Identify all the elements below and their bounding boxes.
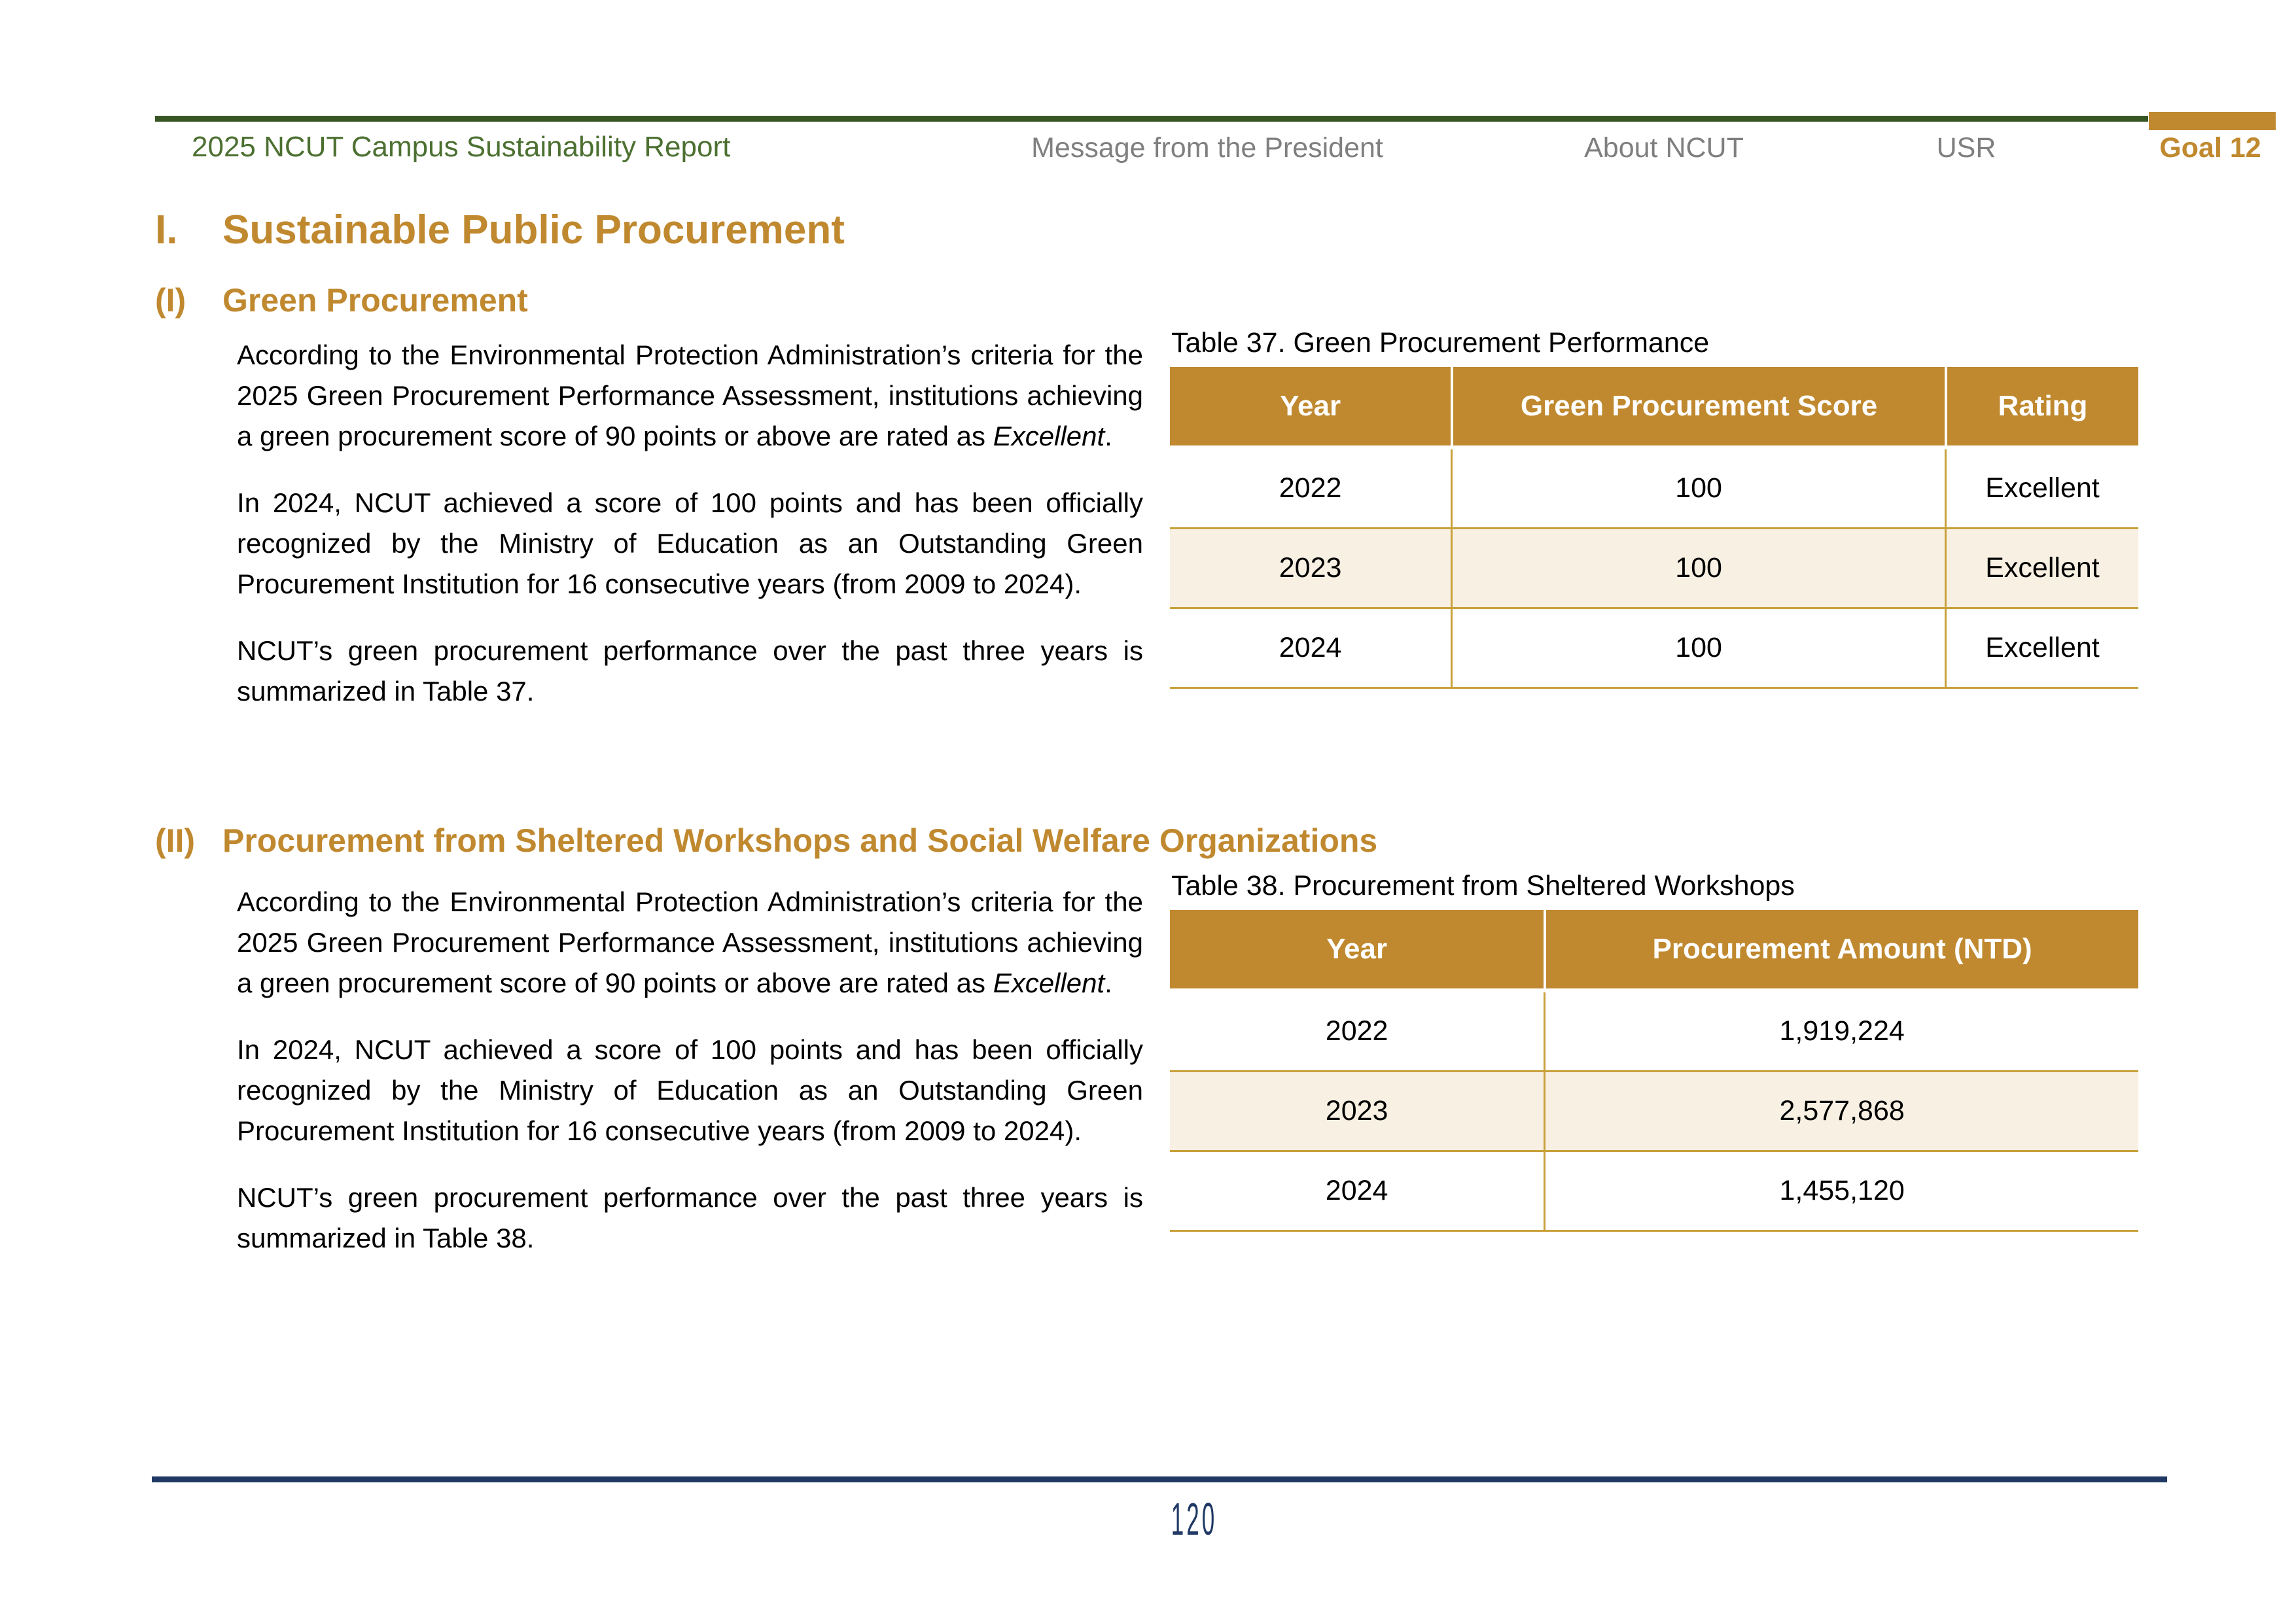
column-header-year: Year xyxy=(1170,367,1451,449)
table-cell: 2,577,868 xyxy=(1544,1072,2138,1152)
table-cell: Excellent xyxy=(1944,449,2138,529)
table-header-row: Year Procurement Amount (NTD) xyxy=(1170,910,2138,992)
page-number: 120 xyxy=(1171,1493,1218,1544)
section-2-title: Procurement from Sheltered Workshops and… xyxy=(222,822,1378,859)
table-38-caption: Table 38. Procurement from Sheltered Wor… xyxy=(1171,870,1795,901)
table-cell: Excellent xyxy=(1944,529,2138,609)
table-row: 2024 1,455,120 xyxy=(1170,1152,2138,1232)
nav-message-from-president[interactable]: Message from the President xyxy=(1031,132,1383,164)
report-title: 2025 NCUT Campus Sustainability Report xyxy=(192,131,731,163)
nav-about-ncut[interactable]: About NCUT xyxy=(1584,132,1744,164)
nav-goal-12[interactable]: Goal 12 xyxy=(2159,132,2261,164)
footer-rule-line xyxy=(152,1476,2167,1482)
column-header-score: Green Procurement Score xyxy=(1451,367,1945,449)
section-2-numeral: (II) xyxy=(155,822,196,859)
paragraph: NCUT’s green procurement performance ove… xyxy=(237,1182,1143,1253)
paragraph: NCUT’s green procurement performance ove… xyxy=(237,635,1143,707)
table-header-row: Year Green Procurement Score Rating xyxy=(1170,367,2138,449)
column-header-amount: Procurement Amount (NTD) xyxy=(1544,910,2138,992)
table-row: 2022 1,919,224 xyxy=(1170,992,2138,1072)
active-tab-indicator xyxy=(2149,112,2276,130)
table-cell: 2023 xyxy=(1170,529,1451,609)
table-row: 2023 100 Excellent xyxy=(1170,529,2138,609)
table-38: Year Procurement Amount (NTD) 2022 1,919… xyxy=(1170,910,2138,1232)
header-rule-line xyxy=(155,116,2148,122)
table-37: Year Green Procurement Score Rating 2022… xyxy=(1170,367,2138,689)
paragraph: According to the Environmental Protectio… xyxy=(237,886,1143,998)
table-37-block: Table 37. Green Procurement Performance … xyxy=(1170,327,2138,689)
table-cell: 100 xyxy=(1451,609,1945,689)
table-cell: 100 xyxy=(1451,449,1945,529)
section-2-body: According to the Environmental Protectio… xyxy=(237,882,1143,1285)
table-cell: 2022 xyxy=(1170,449,1451,529)
table-cell: 2024 xyxy=(1170,609,1451,689)
section-1-body: According to the Environmental Protectio… xyxy=(237,335,1143,738)
paragraph: In 2024, NCUT achieved a score of 100 po… xyxy=(237,1034,1143,1146)
paragraph: In 2024, NCUT achieved a score of 100 po… xyxy=(237,487,1143,599)
table-row: 2022 100 Excellent xyxy=(1170,449,2138,529)
table-37-caption: Table 37. Green Procurement Performance xyxy=(1171,327,1710,358)
table-cell: Excellent xyxy=(1944,609,2138,689)
section-1-numeral: (I) xyxy=(155,282,186,319)
column-header-year: Year xyxy=(1170,910,1544,992)
table-cell: 1,455,120 xyxy=(1544,1152,2138,1232)
section-1-title: Green Procurement xyxy=(222,282,528,319)
main-heading-title: Sustainable Public Procurement xyxy=(222,207,845,253)
column-header-rating: Rating xyxy=(1944,367,2138,449)
table-cell: 2022 xyxy=(1170,992,1544,1072)
nav-usr[interactable]: USR xyxy=(1936,132,1996,164)
table-row: 2024 100 Excellent xyxy=(1170,609,2138,689)
table-cell: 1,919,224 xyxy=(1544,992,2138,1072)
paragraph: According to the Environmental Protectio… xyxy=(237,340,1143,451)
main-heading-numeral: I. xyxy=(155,207,178,253)
table-cell: 100 xyxy=(1451,529,1945,609)
table-row: 2023 2,577,868 xyxy=(1170,1072,2138,1152)
table-cell: 2024 xyxy=(1170,1152,1544,1232)
table-38-block: Table 38. Procurement from Sheltered Wor… xyxy=(1170,870,2138,1232)
table-cell: 2023 xyxy=(1170,1072,1544,1152)
